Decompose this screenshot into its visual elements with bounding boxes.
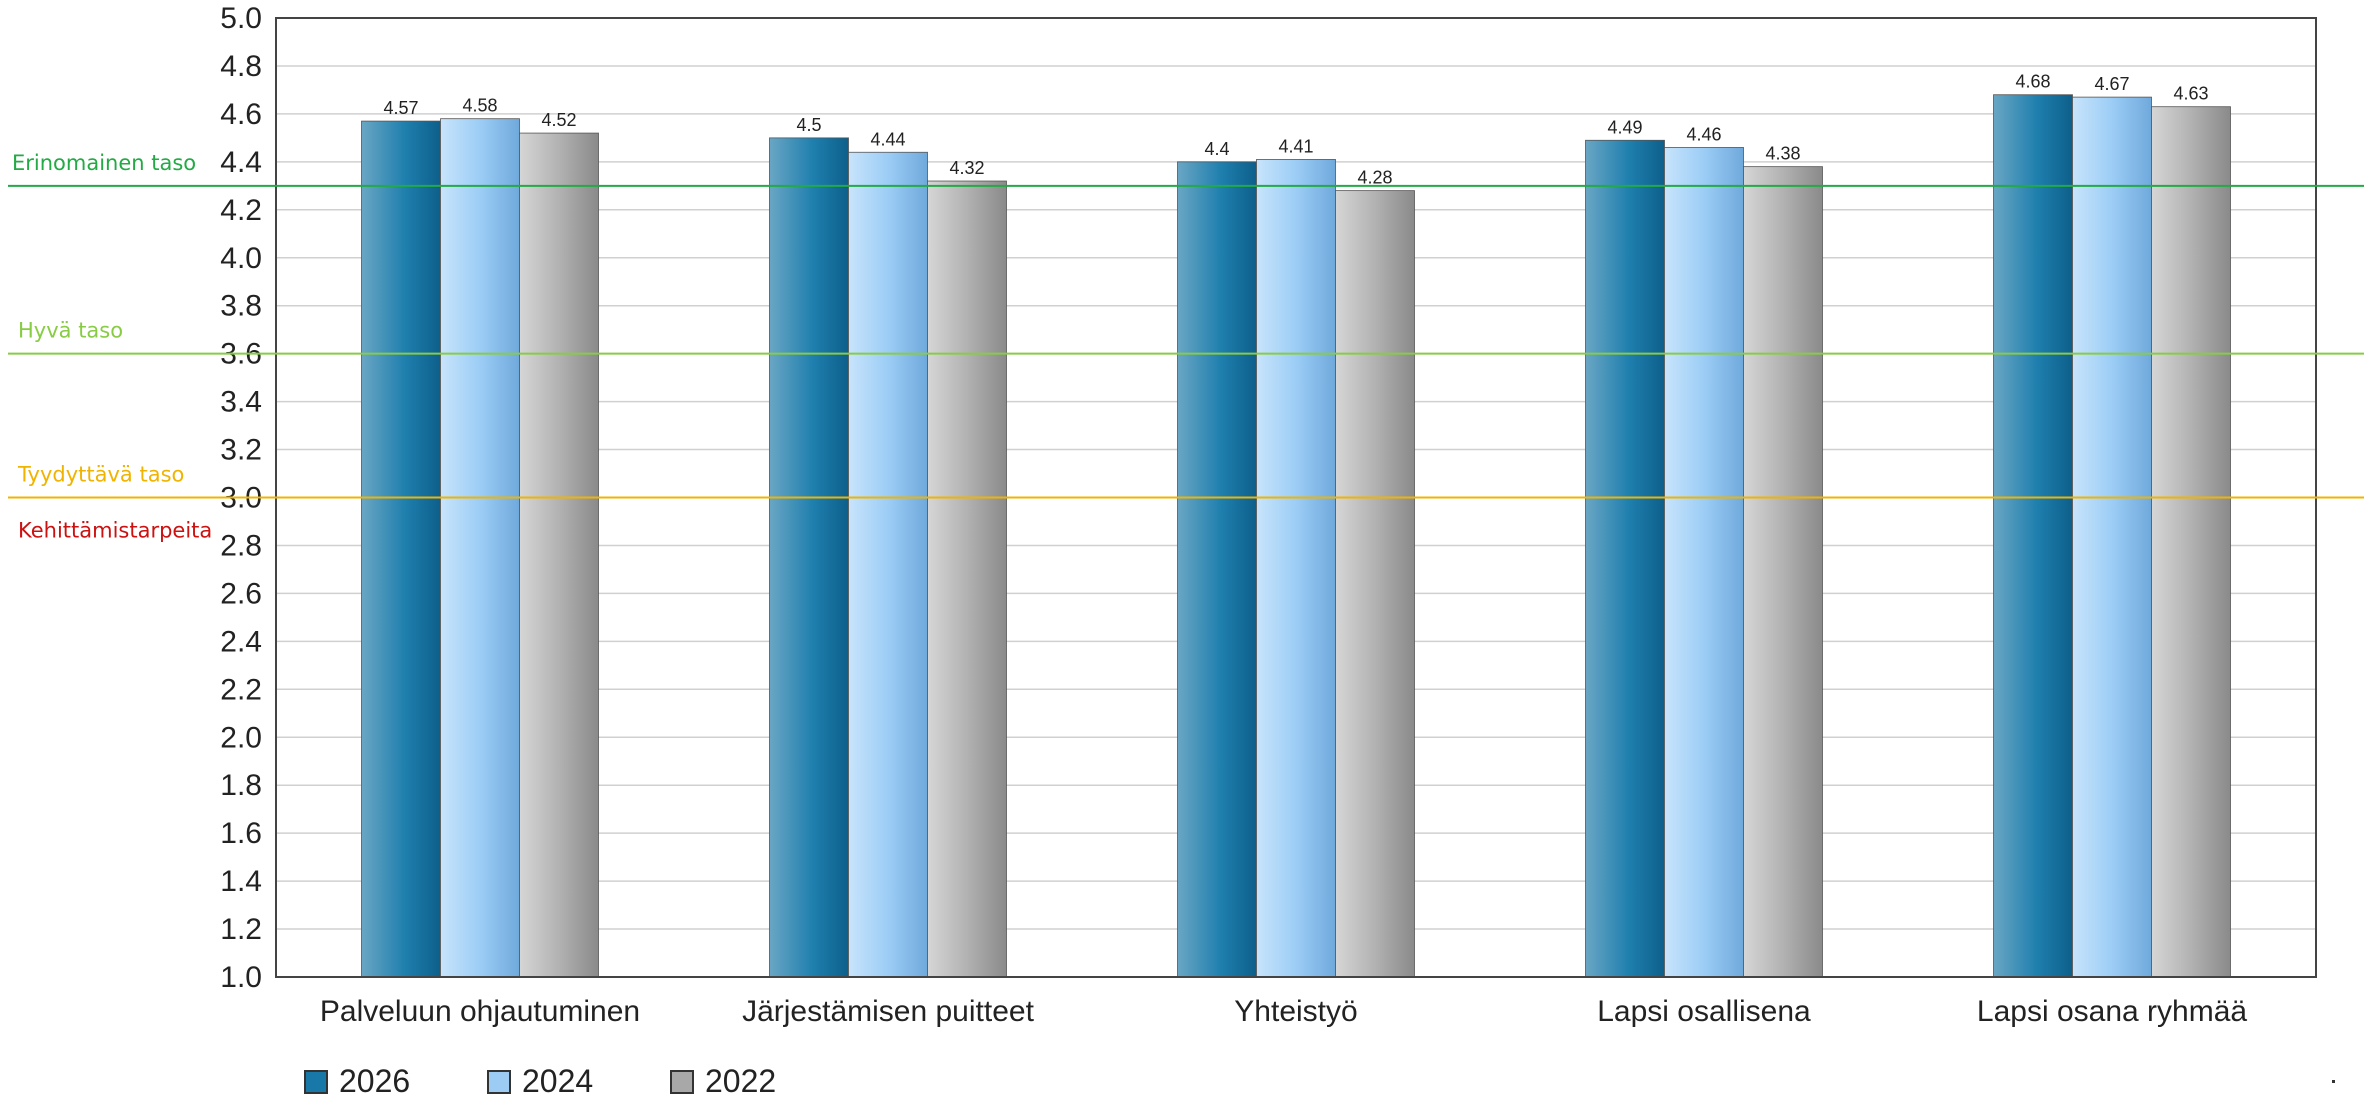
zone-label: Kehittämistarpeita (18, 519, 212, 543)
bar-2024 (1664, 147, 1744, 978)
x-category-label: Palveluun ohjautuminen (320, 995, 640, 1028)
y-tick-label: 2.6 (220, 577, 262, 610)
data-label: 4.44 (870, 129, 905, 149)
bar-2022 (1743, 166, 1823, 978)
reference-line-label: Tyydyttävä taso (17, 463, 184, 487)
y-tick-label: 4.2 (220, 194, 262, 227)
x-category-label: Yhteistyö (1234, 995, 1357, 1028)
y-tick-label: 2.0 (220, 721, 262, 754)
y-tick-label: 2.8 (220, 529, 262, 562)
y-tick-label: 2.2 (220, 673, 262, 706)
legend-label: 2022 (705, 1063, 776, 1099)
reference-line-label: Hyvä taso (18, 319, 123, 343)
data-label: 4.28 (1357, 168, 1392, 188)
data-label: 4.68 (2015, 72, 2050, 92)
bar-2022 (927, 180, 1007, 978)
bar-2026 (361, 120, 441, 978)
bar-2024 (1256, 159, 1336, 978)
x-category-label: Lapsi osana ryhmää (1977, 995, 2247, 1028)
y-tick-label: 4.4 (220, 146, 262, 179)
y-tick-label: 3.4 (220, 386, 262, 419)
y-tick-label: 4.0 (220, 242, 262, 275)
bar-2022 (519, 132, 599, 978)
data-label: 4.41 (1278, 136, 1313, 156)
y-tick-label: 4.8 (220, 50, 262, 83)
bar-2024 (440, 118, 520, 978)
bar-2026 (1585, 139, 1665, 978)
data-label: 4.49 (1607, 117, 1642, 137)
legend-swatch-2024 (487, 1070, 511, 1094)
x-category-label: Järjestämisen puitteet (742, 995, 1034, 1028)
trailing-dot (2332, 1080, 2335, 1083)
axes: 1.01.21.41.61.82.02.22.42.62.83.03.23.43… (220, 2, 2317, 1028)
data-label: 4.52 (541, 110, 576, 130)
legend-label: 2024 (522, 1063, 593, 1099)
bar-2024 (848, 151, 928, 978)
y-tick-label: 1.4 (220, 865, 262, 898)
data-label: 4.67 (2094, 74, 2129, 94)
data-label: 4.4 (1204, 139, 1229, 159)
legend-swatch-2022 (670, 1070, 694, 1094)
y-tick-label: 3.2 (220, 434, 262, 467)
data-label: 4.63 (2173, 84, 2208, 104)
y-tick-label: 2.4 (220, 625, 262, 658)
y-tick-label: 1.0 (220, 961, 262, 994)
bar-2026 (1177, 161, 1257, 978)
data-label: 4.38 (1765, 144, 1800, 164)
bar-2022 (2151, 106, 2231, 978)
legend: 2026 2024 2022 (304, 1063, 776, 1099)
y-tick-label: 5.0 (220, 2, 262, 35)
y-tick-label: 1.8 (220, 769, 262, 802)
bars: 4.57 4.58 4.52 4.5 4.44 4.32 4.4 4.41 4.28 4.49 4.… (361, 72, 2231, 978)
bar-2026 (769, 137, 849, 978)
reference-lines: Erinomainen taso Hyvä taso Tyydyttävä taso… (8, 151, 2364, 543)
y-tick-label: 4.6 (220, 98, 262, 131)
legend-label: 2026 (339, 1063, 410, 1099)
reference-line-label: Erinomainen taso (12, 151, 196, 175)
data-label: 4.46 (1686, 124, 1721, 144)
bar-2024 (2072, 96, 2152, 978)
legend-swatch-2026 (304, 1070, 328, 1094)
bar-2026 (1993, 94, 2073, 978)
x-category-label: Lapsi osallisena (1597, 995, 1811, 1028)
data-label: 4.5 (796, 115, 821, 135)
y-tick-label: 1.2 (220, 913, 262, 946)
bar-2022 (1335, 190, 1415, 978)
y-tick-label: 1.6 (220, 817, 262, 850)
y-tick-label: 3.8 (220, 290, 262, 323)
data-label: 4.32 (949, 158, 984, 178)
data-label: 4.57 (383, 98, 418, 118)
data-label: 4.58 (462, 96, 497, 116)
